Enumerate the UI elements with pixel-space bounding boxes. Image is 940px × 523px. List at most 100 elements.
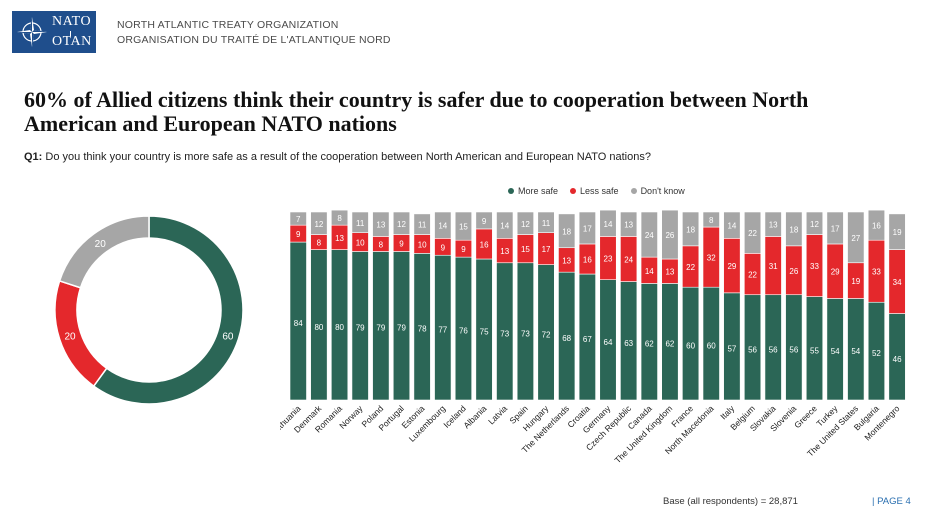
bar-segment-dont-know bbox=[682, 211, 700, 247]
bar-segment-dont-know bbox=[372, 211, 390, 237]
bar-stack: 76 9 15 bbox=[454, 211, 472, 401]
bar-data-label-more-safe: 46 bbox=[893, 355, 902, 364]
bar-data-label-dont-know: 12 bbox=[397, 220, 406, 229]
bar-data-label-less-safe: 29 bbox=[831, 268, 840, 277]
bar-segment-dont-know bbox=[330, 209, 349, 226]
bar-segment-dont-know bbox=[640, 211, 658, 258]
question-prefix: Q1: bbox=[24, 151, 43, 163]
bar-data-label-less-safe: 16 bbox=[583, 256, 592, 265]
bar-data-label-dont-know: 12 bbox=[810, 220, 819, 229]
bar-data-label-dont-know: 22 bbox=[748, 229, 757, 238]
legend-dot-dont-know bbox=[630, 188, 637, 194]
bar-data-label-dont-know: 9 bbox=[482, 217, 487, 226]
bar-data-label-less-safe: 9 bbox=[399, 240, 404, 249]
bar-data-label-dont-know: 26 bbox=[665, 231, 674, 240]
bar-stack: 79 9 12 bbox=[392, 211, 411, 401]
bar-data-label-more-safe: 80 bbox=[335, 323, 344, 332]
donut-slice-less-safe bbox=[54, 280, 108, 388]
bar-stack: 84 9 7 bbox=[289, 211, 307, 401]
bar-data-label-dont-know: 18 bbox=[686, 225, 695, 234]
bar-data-label-more-safe: 56 bbox=[769, 345, 778, 354]
bar-data-label-less-safe: 26 bbox=[789, 267, 798, 276]
bar-segment-dont-know bbox=[805, 211, 824, 235]
legend-item-more-safe: More safe bbox=[508, 186, 558, 196]
bar-data-label-more-safe: 76 bbox=[459, 327, 468, 336]
bar-data-label-less-safe: 10 bbox=[418, 240, 427, 249]
bar-data-label-less-safe: 33 bbox=[810, 262, 819, 271]
bar-data-label-more-safe: 56 bbox=[789, 345, 798, 354]
x-tick-label: Norway bbox=[337, 403, 365, 431]
bar-data-label-more-safe: 62 bbox=[665, 340, 674, 349]
bar-stack: 46 34 19 bbox=[888, 213, 906, 401]
bar-data-label-dont-know: 8 bbox=[709, 216, 714, 225]
donut-label-dont-know: 20 bbox=[95, 239, 107, 250]
legend-dot-less-safe bbox=[570, 188, 577, 194]
donut-label-more-safe: 60 bbox=[222, 332, 234, 343]
bar-stack: 79 10 11 bbox=[351, 211, 369, 401]
bar-stack: 60 32 8 bbox=[702, 211, 720, 401]
bar-data-label-more-safe: 55 bbox=[810, 346, 819, 355]
bar-data-label-less-safe: 9 bbox=[441, 243, 446, 252]
bar-data-label-more-safe: 79 bbox=[397, 324, 406, 333]
bar-segment-dont-know bbox=[723, 211, 741, 239]
bar-data-label-more-safe: 79 bbox=[376, 324, 385, 333]
bar-data-label-dont-know: 27 bbox=[851, 234, 860, 243]
bar-data-label-less-safe: 15 bbox=[521, 245, 530, 254]
bar-segment-dont-know bbox=[764, 211, 782, 237]
bar-stack: 73 13 14 bbox=[496, 211, 514, 401]
bar-segment-dont-know bbox=[578, 211, 596, 245]
bar-data-label-less-safe: 13 bbox=[335, 234, 344, 243]
bar-stack: 56 26 18 bbox=[785, 211, 803, 401]
page-title: 60% of Allied citizens think their count… bbox=[24, 87, 809, 136]
bar-data-label-less-safe: 34 bbox=[893, 278, 902, 287]
bar-stack: 57 29 14 bbox=[723, 211, 741, 401]
bar-data-label-less-safe: 33 bbox=[872, 268, 881, 277]
bar-stack: 63 24 13 bbox=[620, 211, 638, 401]
legend-item-dont-know: Don't know bbox=[630, 186, 685, 196]
bar-data-label-dont-know: 18 bbox=[789, 225, 798, 234]
bar-stack: 68 13 18 bbox=[558, 213, 576, 401]
bar-stack: 54 29 17 bbox=[826, 211, 844, 401]
bar-data-label-less-safe: 22 bbox=[686, 263, 695, 272]
survey-question: Q1: Do you think your country is more sa… bbox=[24, 151, 651, 163]
bar-stack: 72 17 11 bbox=[537, 211, 555, 401]
donut-slice-more-safe bbox=[92, 215, 244, 405]
bar-data-label-dont-know: 18 bbox=[562, 227, 571, 236]
bar-data-label-less-safe: 24 bbox=[624, 256, 633, 265]
bar-stack: 67 16 17 bbox=[578, 211, 596, 401]
bar-segment-dont-know bbox=[743, 211, 762, 254]
bar-data-label-more-safe: 73 bbox=[521, 329, 530, 338]
bar-data-label-less-safe: 8 bbox=[379, 240, 384, 249]
bar-data-label-dont-know: 17 bbox=[831, 224, 840, 233]
bar-data-label-more-safe: 60 bbox=[707, 342, 716, 351]
bar-stack: 62 14 24 bbox=[640, 211, 658, 401]
bar-data-label-less-safe: 23 bbox=[604, 255, 613, 264]
bar-stack: 78 10 11 bbox=[413, 213, 431, 401]
bar-data-label-less-safe: 8 bbox=[317, 239, 322, 248]
bar-segment-dont-know bbox=[413, 213, 431, 235]
bar-data-label-more-safe: 67 bbox=[583, 335, 592, 344]
bar-data-label-dont-know: 14 bbox=[438, 222, 447, 231]
bar-stack: 56 31 13 bbox=[764, 211, 782, 401]
bar-segment-dont-know bbox=[599, 209, 617, 237]
bar-stack: 75 16 9 bbox=[475, 211, 493, 401]
bar-data-label-more-safe: 75 bbox=[480, 328, 489, 337]
donut-slice-dont-know bbox=[58, 215, 150, 289]
bar-segment-dont-know bbox=[516, 211, 534, 235]
bar-data-label-dont-know: 13 bbox=[769, 221, 778, 230]
org-name-en: NORTH ATLANTIC TREATY ORGANIZATION bbox=[117, 19, 339, 31]
legend-label-dont-know: Don't know bbox=[640, 186, 685, 196]
question-text: Do you think your country is more safe a… bbox=[45, 151, 651, 163]
bar-data-label-dont-know: 17 bbox=[583, 224, 592, 233]
bar-data-label-more-safe: 73 bbox=[500, 329, 509, 338]
bar-data-label-dont-know: 14 bbox=[727, 222, 736, 231]
bar-data-label-dont-know: 13 bbox=[376, 221, 385, 230]
donut-label-less-safe: 20 bbox=[64, 332, 76, 343]
bar-data-label-more-safe: 54 bbox=[851, 347, 860, 356]
page-number: | PAGE 4 bbox=[872, 496, 911, 507]
bar-data-label-less-safe: 32 bbox=[707, 254, 716, 263]
x-tick-label: Greece bbox=[792, 403, 819, 430]
bar-data-label-less-safe: 9 bbox=[461, 245, 466, 254]
bar-data-label-more-safe: 77 bbox=[438, 326, 447, 335]
bar-data-label-dont-know: 8 bbox=[337, 214, 342, 223]
